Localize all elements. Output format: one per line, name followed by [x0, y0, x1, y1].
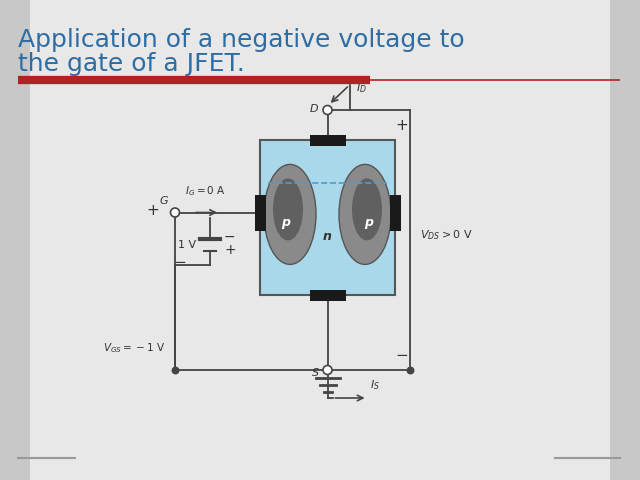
Text: $S$: $S$	[311, 366, 319, 378]
Text: p: p	[365, 216, 374, 229]
Text: $I_D$: $I_D$	[355, 81, 366, 95]
Text: $I_S$: $I_S$	[369, 378, 380, 392]
Circle shape	[170, 208, 179, 217]
Text: $V_{GS} = -1$ V: $V_{GS} = -1$ V	[103, 341, 165, 355]
Circle shape	[323, 365, 332, 374]
Text: +: +	[147, 203, 159, 218]
Point	[405, 366, 415, 374]
Bar	[260, 140, 395, 295]
Bar	[310, 134, 346, 145]
Ellipse shape	[339, 164, 391, 264]
Point	[170, 366, 180, 374]
Text: $V_{DS} > 0$ V: $V_{DS} > 0$ V	[420, 228, 472, 242]
Text: $G$: $G$	[159, 194, 169, 206]
Ellipse shape	[264, 164, 316, 264]
Text: p: p	[282, 216, 291, 229]
Ellipse shape	[352, 179, 382, 240]
Text: the gate of a JFET.: the gate of a JFET.	[18, 52, 245, 76]
Text: −: −	[173, 255, 186, 270]
Text: Application of a negative voltage to: Application of a negative voltage to	[18, 28, 465, 52]
Bar	[390, 194, 401, 230]
Bar	[610, 0, 640, 480]
Text: +: +	[224, 243, 236, 257]
Text: n: n	[323, 229, 332, 242]
Ellipse shape	[273, 179, 303, 240]
Circle shape	[323, 106, 332, 115]
Text: −: −	[396, 348, 408, 362]
Bar	[255, 194, 266, 230]
Point	[323, 366, 333, 374]
Text: 1 V: 1 V	[178, 240, 196, 250]
Text: $D$: $D$	[310, 102, 319, 114]
Bar	[310, 289, 346, 300]
Text: $I_G = 0$ A: $I_G = 0$ A	[185, 185, 226, 199]
Bar	[0, 0, 30, 480]
Point	[170, 209, 180, 216]
Text: −: −	[224, 229, 236, 243]
Text: +: +	[396, 118, 408, 132]
